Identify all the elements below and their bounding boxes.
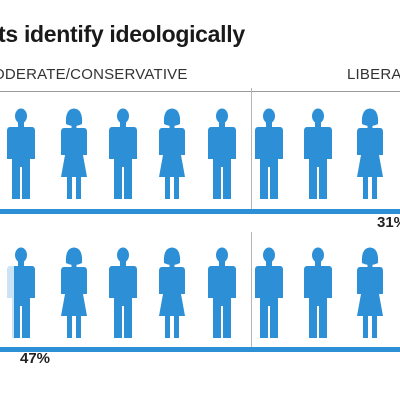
row-2-percent-label: 47% <box>20 350 51 367</box>
row-2-bar <box>0 347 400 352</box>
figure-row1-liberal-1-man <box>255 108 283 199</box>
figure-row1-moderate-1-man <box>7 108 35 199</box>
figure-row2-moderate-5-man <box>208 247 236 338</box>
figure-row2-liberal-2-man <box>304 247 332 338</box>
figure-row1-moderate-2-woman <box>61 108 87 199</box>
figure-row1-liberal-3-woman <box>357 108 383 199</box>
figure-row1-moderate-5-man <box>208 108 236 199</box>
figure-row2-moderate-2-woman <box>61 247 87 338</box>
row-1-bar <box>0 209 400 214</box>
figure-row1-liberal-2-man <box>304 108 332 199</box>
figure-row2-liberal-3-woman <box>357 247 383 338</box>
figure-row2-moderate-4-woman <box>159 247 185 338</box>
column-header-moderate-conservative: ODERATE/CONSERVATIVE <box>0 66 188 83</box>
column-divider-top <box>251 88 252 214</box>
column-divider-bottom <box>251 232 252 352</box>
column-header-liberal: LIBERA <box>347 66 400 83</box>
chart-title: ts identify ideologically <box>0 21 245 47</box>
edge-fade <box>0 246 14 342</box>
row-1-percent-label: 31% <box>377 214 400 231</box>
figure-row1-moderate-4-woman <box>159 108 185 199</box>
figure-row2-moderate-3-man <box>109 247 137 338</box>
figure-row1-moderate-3-man <box>109 108 137 199</box>
header-rule <box>0 91 400 92</box>
figure-row2-liberal-1-man <box>255 247 283 338</box>
